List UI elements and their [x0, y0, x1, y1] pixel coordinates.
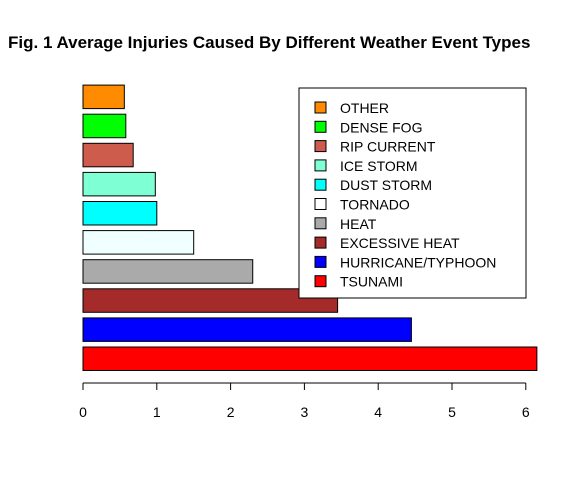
bar-hurricane-typhoon [82, 317, 412, 342]
bars-layer [82, 84, 538, 371]
x-tick-label: 3 [301, 404, 309, 420]
legend-label: TSUNAMI [340, 274, 403, 290]
bar-other [82, 84, 125, 110]
legend-label: DENSE FOG [340, 119, 422, 135]
bar-heat [82, 259, 254, 284]
legend-label: TORNADO [340, 197, 410, 213]
x-tick-label: 5 [448, 404, 456, 420]
legend-label: EXCESSIVE HEAT [340, 235, 460, 251]
x-tick-label: 0 [79, 404, 87, 420]
x-tick-label: 4 [374, 404, 382, 420]
bar-excessive-heat [82, 288, 339, 313]
bar-dust-storm [82, 201, 158, 226]
legend-label: HEAT [340, 216, 377, 232]
legend-label: OTHER [340, 100, 389, 116]
bar-dense-fog [82, 113, 127, 139]
x-axis: 0 1 2 3 4 5 6 [79, 382, 530, 420]
legend-box [298, 87, 527, 299]
legend-swatch [314, 255, 327, 268]
legend-label: HURRICANE/TYPHOON [340, 254, 496, 270]
legend-swatch [314, 217, 327, 230]
bar-tornado [82, 230, 195, 255]
legend: OTHER DENSE FOG RIP CURRENT ICE STORM DUST S… [298, 87, 527, 299]
legend-label: RIP CURRENT [340, 139, 436, 155]
x-tick-label: 6 [522, 404, 530, 420]
chart-title: Fig. 1 Average Injuries Caused By Differ… [8, 33, 530, 52]
x-tick-label: 1 [153, 404, 161, 420]
x-tick-label: 2 [227, 404, 235, 420]
legend-swatch [314, 159, 327, 172]
legend-swatch [314, 236, 327, 249]
bar-rip-current [82, 142, 134, 168]
legend-swatch [314, 198, 327, 210]
legend-swatch [314, 275, 327, 288]
legend-swatch [314, 178, 327, 191]
bar-ice-storm [82, 171, 156, 197]
legend-label: ICE STORM [340, 158, 418, 174]
legend-label: DUST STORM [340, 177, 432, 193]
legend-swatch [314, 120, 327, 133]
legend-swatch [314, 140, 327, 153]
legend-swatch [314, 101, 327, 114]
bar-tsunami [82, 346, 538, 371]
